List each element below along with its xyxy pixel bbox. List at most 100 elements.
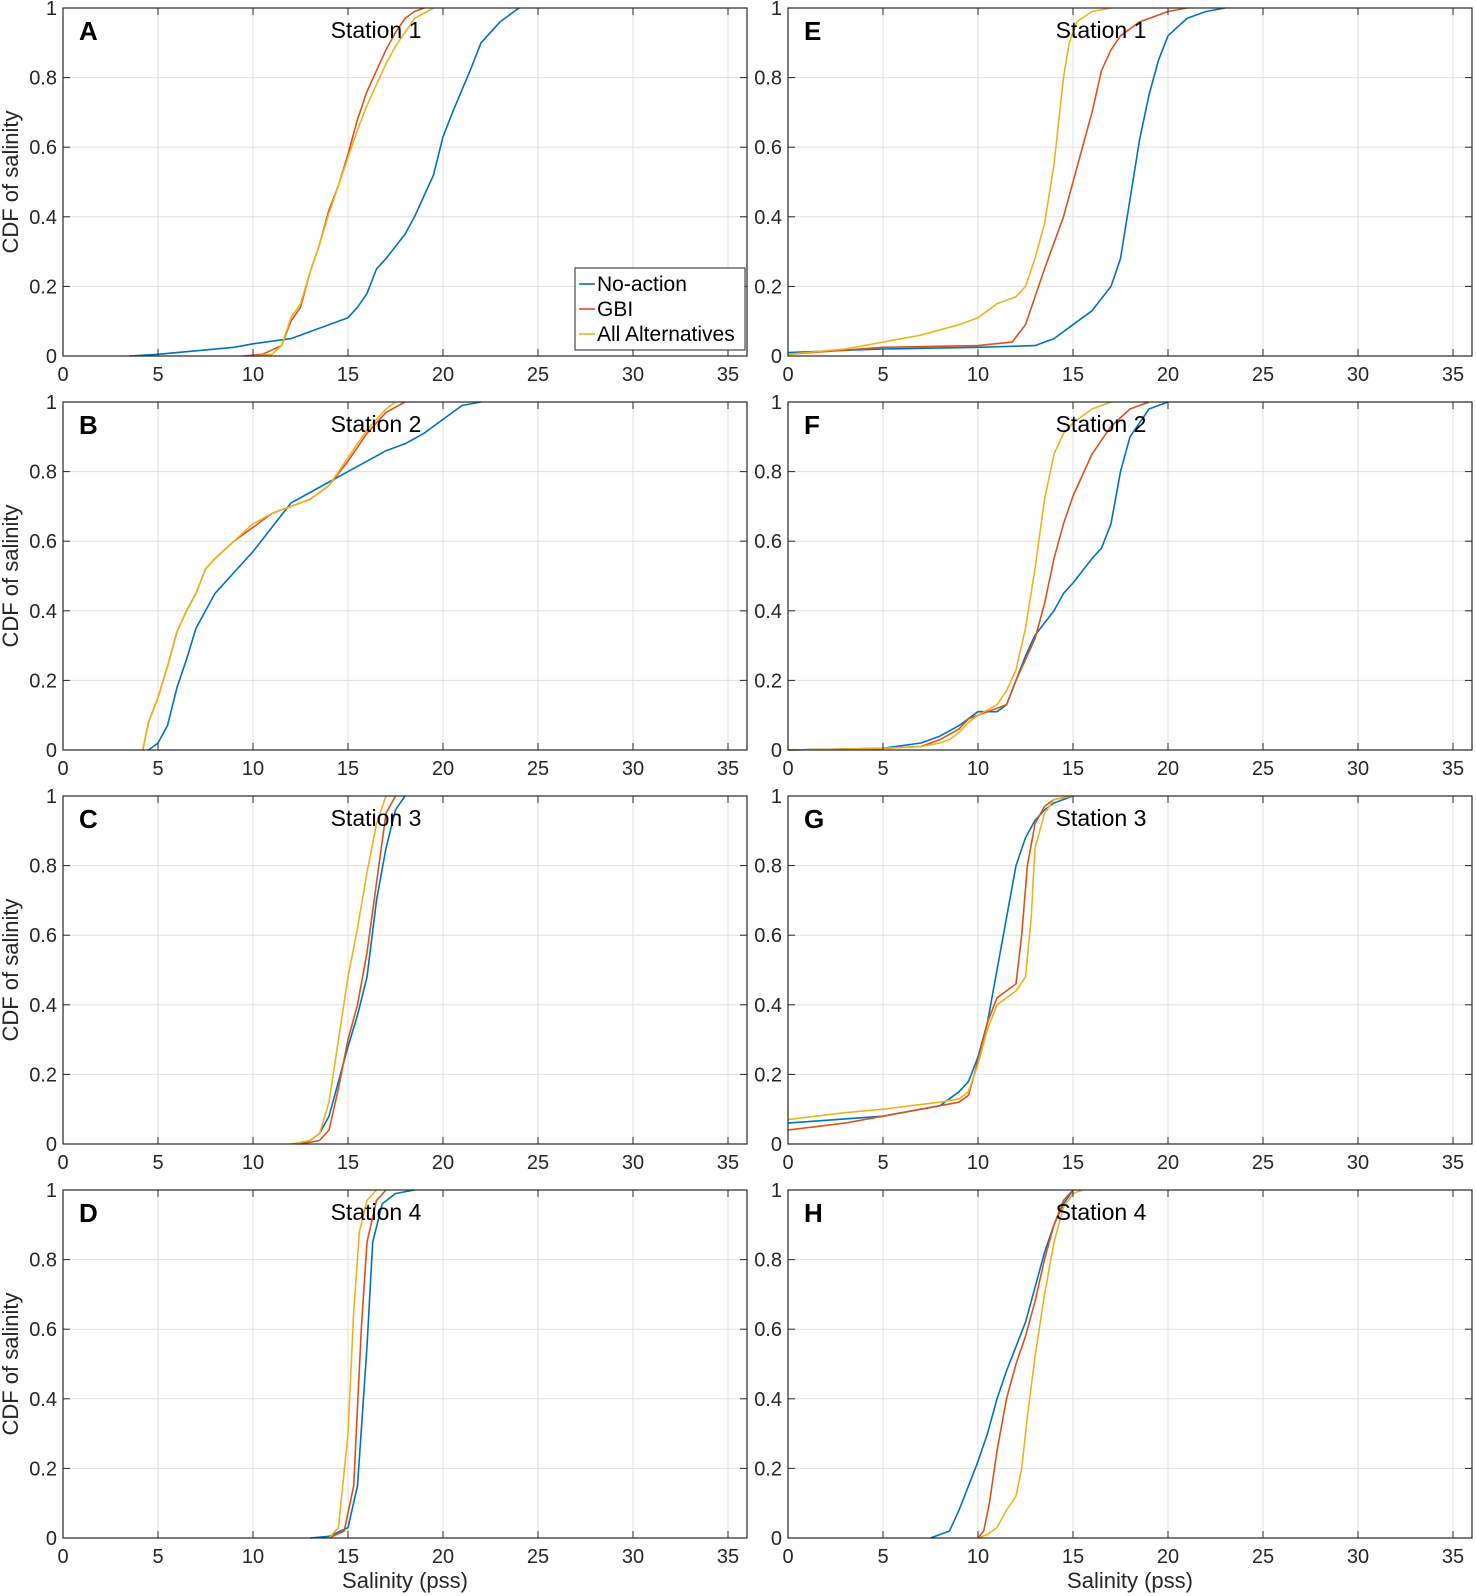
axes-box xyxy=(62,401,748,751)
x-tick-label: 10 xyxy=(967,1546,989,1568)
x-tick-label: 5 xyxy=(152,758,163,780)
y-tick-label: 0.8 xyxy=(754,68,782,90)
y-axis-label: CDF of salinity xyxy=(0,898,23,1041)
axes-box xyxy=(787,401,1473,751)
y-tick-label: 1 xyxy=(771,1180,782,1202)
y-tick-label: 1 xyxy=(771,786,782,808)
y-tick-label: 0 xyxy=(46,346,57,368)
y-tick-label: 0.4 xyxy=(29,1389,57,1411)
series-line-no-action xyxy=(787,401,1169,751)
series-line-all-alternatives xyxy=(328,1189,378,1539)
series-line-all-alternatives xyxy=(787,401,1112,751)
y-tick-label: 0.8 xyxy=(29,462,57,484)
panel-title: Station 4 xyxy=(1056,1199,1147,1225)
series-line-gbi xyxy=(977,1189,1074,1539)
x-tick-label: 20 xyxy=(1157,1152,1179,1174)
x-tick-label: 20 xyxy=(432,758,454,780)
x-tick-label: 30 xyxy=(622,1152,644,1174)
plot-area xyxy=(788,796,1472,1144)
series-line-gbi xyxy=(328,1189,387,1539)
x-tick-label: 35 xyxy=(1442,1152,1464,1174)
x-tick-label: 5 xyxy=(152,1546,163,1568)
y-axis-label: CDF of salinity xyxy=(0,110,23,253)
x-tick-label: 20 xyxy=(1157,1546,1179,1568)
y-tick-label: 0.8 xyxy=(754,462,782,484)
panel-title: Station 2 xyxy=(331,411,422,437)
x-tick-label: 10 xyxy=(242,364,264,386)
y-tick-label: 0.6 xyxy=(754,925,782,947)
y-tick-label: 0.6 xyxy=(29,137,57,159)
x-tick-label: 35 xyxy=(1442,364,1464,386)
y-tick-label: 0 xyxy=(46,1134,57,1156)
panel-d: 0 5 10 15 20 25 30 35 0 0.2 0.4 0.6 0.8 1D Station 4 CD… xyxy=(0,1180,748,1593)
x-tick-label: 5 xyxy=(877,1546,888,1568)
panel-letter: F xyxy=(804,410,820,440)
series-line-all-alternatives xyxy=(977,1189,1083,1539)
x-tick-label: 30 xyxy=(622,1546,644,1568)
panel-h: 0 5 10 15 20 25 30 35 0 0.2 0.4 0.6 0.8 1H Station 4 Sa… xyxy=(754,1180,1473,1593)
x-tick-label: 10 xyxy=(242,758,264,780)
x-tick-label: 5 xyxy=(877,758,888,780)
plot-area xyxy=(63,402,747,750)
x-tick-label: 20 xyxy=(432,1546,454,1568)
plot-area xyxy=(63,796,747,1144)
x-tick-label: 30 xyxy=(1347,1152,1369,1174)
axes-box xyxy=(62,795,748,1145)
x-tick-label: 5 xyxy=(152,364,163,386)
y-tick-label: 0.2 xyxy=(29,1064,57,1086)
x-tick-label: 15 xyxy=(337,1546,359,1568)
x-tick-label: 10 xyxy=(242,1546,264,1568)
axes-box xyxy=(62,1189,748,1539)
x-tick-label: 35 xyxy=(717,758,739,780)
y-tick-label: 0.2 xyxy=(754,276,782,298)
legend-box xyxy=(574,267,746,351)
x-tick-label: 0 xyxy=(57,1546,68,1568)
y-tick-label: 0.4 xyxy=(29,601,57,623)
x-tick-label: 25 xyxy=(1252,364,1274,386)
x-tick-label: 20 xyxy=(1157,364,1179,386)
y-tick-label: 0 xyxy=(46,740,57,762)
y-tick-label: 1 xyxy=(46,1180,57,1202)
x-tick-label: 25 xyxy=(527,1152,549,1174)
panel-letter: A xyxy=(79,16,98,46)
y-tick-label: 0.2 xyxy=(754,1458,782,1480)
x-tick-label: 0 xyxy=(57,758,68,780)
legend-label: GBI xyxy=(597,298,633,321)
x-tick-label: 5 xyxy=(877,364,888,386)
panel-c: 0 5 10 15 20 25 30 35 0 0.2 0.4 0.6 0.8 1C Station 3 CD… xyxy=(0,786,748,1174)
y-tick-label: 0.2 xyxy=(29,1458,57,1480)
plot-area xyxy=(788,8,1472,356)
legend-label: All Alternatives xyxy=(597,323,735,346)
x-tick-label: 10 xyxy=(967,364,989,386)
axes-box xyxy=(62,7,748,357)
x-tick-label: 20 xyxy=(432,1152,454,1174)
x-tick-label: 30 xyxy=(622,364,644,386)
y-tick-label: 1 xyxy=(46,786,57,808)
x-tick-label: 35 xyxy=(717,364,739,386)
panel-a: 0 5 10 15 20 25 30 35 0 0.2 0.4 0.6 0.8 1 A Station 1 CD… xyxy=(0,0,748,386)
series-line-all-alternatives xyxy=(290,795,387,1145)
x-axis-label: Salinity (pss) xyxy=(1067,1568,1193,1593)
y-tick-label: 0.4 xyxy=(754,207,782,229)
panel-title: Station 3 xyxy=(331,805,422,831)
y-tick-label: 0.4 xyxy=(29,207,57,229)
x-tick-label: 25 xyxy=(527,364,549,386)
y-tick-label: 0.6 xyxy=(29,531,57,553)
y-tick-label: 0.4 xyxy=(754,995,782,1017)
axes-box xyxy=(787,1189,1473,1539)
x-tick-label: 5 xyxy=(152,1152,163,1174)
panel-title: Station 1 xyxy=(331,17,422,43)
y-tick-label: 0 xyxy=(46,1528,57,1550)
panel-letter: B xyxy=(79,410,98,440)
x-tick-label: 30 xyxy=(622,758,644,780)
x-tick-label: 0 xyxy=(782,1546,793,1568)
series-line-no-action xyxy=(787,7,1226,354)
x-tick-label: 35 xyxy=(717,1152,739,1174)
panel-letter: H xyxy=(804,1198,823,1228)
x-tick-label: 30 xyxy=(1347,758,1369,780)
series-line-all-alternatives xyxy=(787,795,1074,1121)
y-tick-label: 0.2 xyxy=(29,670,57,692)
x-tick-label: 15 xyxy=(337,364,359,386)
x-tick-label: 15 xyxy=(337,758,359,780)
